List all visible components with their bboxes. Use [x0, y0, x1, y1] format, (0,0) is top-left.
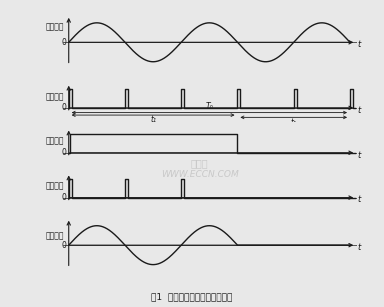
Text: t: t [357, 150, 360, 160]
Text: t₁: t₁ [150, 115, 156, 124]
Text: t: t [357, 195, 360, 204]
Text: t₁: t₁ [291, 118, 297, 127]
Text: 输出电压: 输出电压 [46, 231, 64, 240]
Text: 中电网: 中电网 [191, 158, 209, 168]
Text: t: t [357, 243, 360, 252]
Text: t: t [357, 106, 360, 115]
Text: 0: 0 [61, 103, 66, 112]
Text: 0: 0 [61, 38, 66, 47]
Text: 控制信号: 控制信号 [46, 137, 64, 146]
Text: T₀: T₀ [205, 103, 213, 111]
Text: WWW.ECCN.COM: WWW.ECCN.COM [161, 170, 238, 180]
Text: t: t [357, 40, 360, 49]
Text: 脉冲信号: 脉冲信号 [46, 182, 64, 191]
Text: 过零脉冲: 过零脉冲 [46, 92, 64, 101]
Text: 0: 0 [61, 148, 66, 157]
Text: 0: 0 [61, 241, 66, 250]
Text: 输入电压: 输入电压 [46, 22, 64, 31]
Text: 0: 0 [61, 193, 66, 202]
Text: 图1  定周期过零触发工作波形图: 图1 定周期过零触发工作波形图 [151, 292, 233, 301]
